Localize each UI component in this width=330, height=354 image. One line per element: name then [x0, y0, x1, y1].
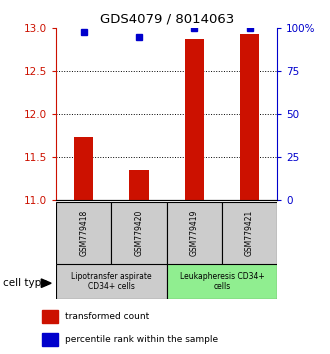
- Bar: [42, 310, 58, 323]
- Text: Lipotransfer aspirate
CD34+ cells: Lipotransfer aspirate CD34+ cells: [71, 272, 152, 291]
- Text: GSM779420: GSM779420: [135, 210, 144, 256]
- Bar: [112, 202, 167, 264]
- Text: Leukapheresis CD34+
cells: Leukapheresis CD34+ cells: [180, 272, 264, 291]
- Bar: [42, 333, 58, 346]
- Bar: [240, 34, 259, 200]
- Text: transformed count: transformed count: [65, 312, 149, 321]
- Text: GSM779418: GSM779418: [79, 210, 88, 256]
- Bar: [129, 170, 149, 200]
- Bar: [74, 137, 93, 200]
- Bar: [167, 264, 277, 299]
- Polygon shape: [41, 279, 51, 287]
- Bar: [56, 202, 112, 264]
- Bar: [184, 40, 204, 200]
- Bar: [222, 202, 277, 264]
- Bar: [56, 264, 167, 299]
- Text: GSM779419: GSM779419: [190, 210, 199, 256]
- Text: cell type: cell type: [3, 278, 48, 288]
- Text: GSM779421: GSM779421: [245, 210, 254, 256]
- Bar: [167, 202, 222, 264]
- Text: percentile rank within the sample: percentile rank within the sample: [65, 335, 218, 344]
- Title: GDS4079 / 8014063: GDS4079 / 8014063: [100, 13, 234, 26]
